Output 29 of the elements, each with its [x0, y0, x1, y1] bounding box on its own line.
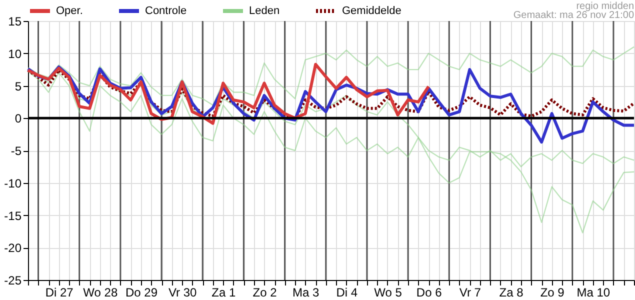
x-tick-label: Vr 30 [168, 286, 198, 300]
x-tick-label: Vr 7 [459, 286, 482, 300]
y-tick-label: 10 [8, 46, 22, 61]
x-tick-label: Za 8 [499, 286, 524, 300]
y-tick-label: 15 [8, 14, 22, 28]
x-tick-label: Wo 28 [83, 286, 118, 300]
y-tick-label: -15 [4, 208, 22, 223]
y-tick-label: -5 [10, 144, 22, 158]
legend-label: Leden [249, 5, 280, 17]
legend-label: Oper. [56, 5, 83, 17]
x-tick-label: Ma 3 [292, 286, 320, 300]
text: regio midden [576, 1, 634, 12]
x-tick-label: Za 1 [212, 286, 236, 300]
legend-label: Controle [145, 5, 187, 17]
x-tick-label: Zo 2 [252, 286, 278, 300]
legend-label: Gemiddelde [342, 5, 402, 17]
y-tick-label: 5 [14, 79, 22, 94]
x-tick-label: Wo 5 [374, 286, 402, 300]
x-tick-label: Zo 9 [540, 286, 565, 300]
x-tick-label: Do 29 [125, 286, 158, 300]
y-tick-label: 0 [14, 112, 22, 126]
x-tick-label: Do 6 [416, 286, 442, 300]
x-tick-label: Di 4 [336, 286, 358, 300]
y-tick-label: -25 [4, 274, 22, 288]
text: Gemaakt: ma 26 nov 21:00 [513, 10, 634, 21]
y-tick-label: -20 [4, 241, 22, 256]
x-tick-label: Di 27 [45, 286, 74, 300]
x-tick-label: Ma 10 [576, 286, 610, 300]
y-tick-label: -10 [4, 176, 22, 190]
